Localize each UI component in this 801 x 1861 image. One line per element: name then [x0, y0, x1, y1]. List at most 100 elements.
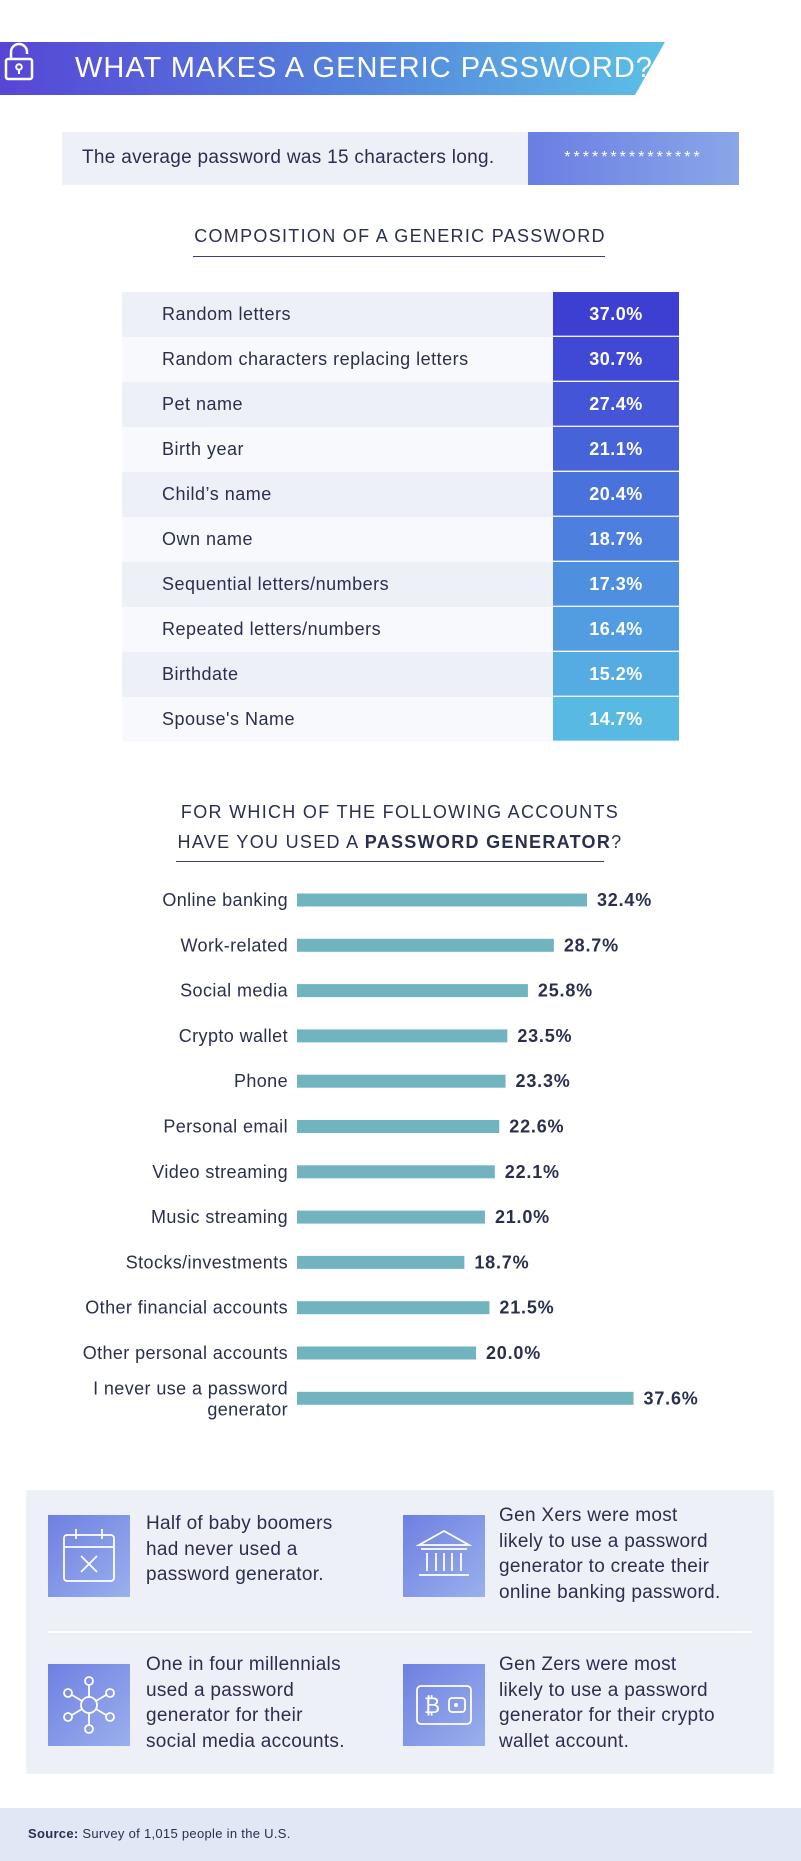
composition-label: Repeated letters/numbers: [162, 619, 382, 639]
composition-value: 16.4%: [553, 607, 679, 651]
source-text: Survey of 1,015 people in the U.S.: [78, 1826, 291, 1841]
composition-value: 20.4%: [553, 472, 679, 516]
page-title: WHAT MAKES A GENERIC PASSWORD?: [75, 52, 653, 84]
composition-label: Spouse's Name: [162, 709, 296, 729]
composition-heading: COMPOSITION OF A GENERIC PASSWORD: [194, 226, 606, 246]
bar: [297, 1255, 465, 1269]
source-note: Source: Survey of 1,015 people in the U.…: [28, 1826, 291, 1841]
bar-value-label: 21.5%: [499, 1298, 554, 1318]
fact-line: generator for their crypto: [499, 1705, 715, 1726]
fact-line: likely to use a password: [499, 1679, 708, 1701]
composition-row: Birth year 21.1%: [122, 427, 679, 472]
fact-line: Half of baby boomers: [146, 1513, 333, 1534]
composition-row: Random characters replacing letters 30.7%: [122, 337, 679, 382]
composition-label: Birthdate: [162, 664, 239, 684]
banner-background: [0, 42, 665, 95]
generator-heading-line2: HAVE YOU USED A PASSWORD GENERATOR?: [130, 832, 670, 853]
composition-value: 30.7%: [553, 337, 679, 381]
composition-row: Birthdate 15.2%: [122, 652, 679, 697]
composition-value: 17.3%: [553, 562, 679, 606]
composition-value: 18.7%: [553, 517, 679, 561]
generator-heading-prefix: HAVE YOU USED A: [177, 832, 365, 852]
category-label: Work-related: [180, 935, 288, 955]
category-label: Phone: [234, 1071, 288, 1091]
composition-row: Repeated letters/numbers 16.4%: [122, 607, 679, 652]
fact-line: generator to create their: [499, 1556, 710, 1577]
fact-text-millennials: One in four millennials used a password ge…: [146, 1652, 345, 1754]
composition-row: Pet name 27.4%: [122, 382, 679, 427]
social-network-icon: [48, 1664, 130, 1746]
generator-heading-suffix: ?: [611, 832, 623, 852]
fact-line: social media accounts.: [146, 1730, 345, 1752]
bar: [297, 1301, 490, 1315]
composition-label: Child’s name: [162, 484, 272, 504]
bar-value-label: 25.8%: [538, 981, 593, 1001]
category-label: Personal email: [163, 1117, 288, 1137]
password-stars: ***************: [564, 149, 703, 166]
category-label: Music streaming: [151, 1207, 288, 1227]
bar: [297, 1165, 495, 1179]
generator-heading-rule: [176, 861, 604, 862]
header-banner: WHAT MAKES A GENERIC PASSWORD?: [0, 42, 665, 95]
bar-value-label: 23.5%: [517, 1026, 572, 1046]
source-label: Source:: [28, 1826, 79, 1841]
bar: [297, 1346, 476, 1360]
category-label: Other financial accounts: [85, 1298, 288, 1318]
average-length-text: The average password was 15 characters l…: [82, 147, 495, 168]
composition-row: Child’s name 20.4%: [122, 472, 679, 517]
composition-value: 21.1%: [553, 427, 679, 471]
category-label: Social media: [180, 981, 288, 1001]
svg-text:₿: ₿: [424, 1694, 440, 1719]
composition-label: Birth year: [162, 439, 245, 459]
category-label: generator: [207, 1399, 288, 1419]
fact-line: likely to use a password: [499, 1530, 708, 1552]
bar-value-label: 22.6%: [509, 1117, 564, 1137]
bar: [297, 938, 554, 952]
bar-value-label: 37.6%: [644, 1388, 699, 1408]
fact-text-genz: Gen Zers were most likely to use a passwo…: [499, 1652, 715, 1754]
footer: Source: Survey of 1,015 people in the U.…: [0, 1808, 801, 1861]
bitcoin-wallet-icon: ₿: [403, 1664, 485, 1746]
fact-line: had never used a: [146, 1538, 298, 1560]
bar-value-label: 22.1%: [505, 1162, 560, 1182]
unlocked-lock-icon: [4, 42, 34, 81]
composition-heading-rule: [193, 256, 605, 257]
bar: [297, 1391, 634, 1405]
fact-line: generator for their: [146, 1705, 303, 1726]
fact-line: online banking password.: [499, 1581, 721, 1603]
bar-value-label: 20.0%: [486, 1343, 541, 1363]
fact-line: Gen Zers were most: [499, 1654, 677, 1675]
fact-line: Gen Xers were most: [499, 1505, 678, 1526]
composition-row: Random letters 37.0%: [122, 292, 679, 337]
bar: [297, 1210, 485, 1224]
password-generator-bar-chart: 32.4% Online banking 28.7% Work-related 25.8…: [83, 890, 699, 1419]
bar-value-label: 28.7%: [564, 935, 619, 955]
bar: [297, 1074, 506, 1088]
composition-table: Random letters 37.0% Random characters rep…: [122, 292, 679, 742]
generator-heading-line1: FOR WHICH OF THE FOLLOWING ACCOUNTS: [180, 802, 620, 822]
composition-value: 37.0%: [553, 292, 679, 336]
composition-row: Spouse's Name 14.7%: [122, 697, 679, 742]
composition-label: Own name: [162, 529, 254, 549]
bar: [297, 893, 587, 907]
category-label: Stocks/investments: [126, 1252, 288, 1272]
composition-label: Sequential letters/numbers: [162, 574, 390, 594]
bar-value-label: 21.0%: [495, 1207, 550, 1227]
composition-label: Random letters: [162, 304, 292, 324]
bank-icon: [403, 1515, 485, 1597]
composition-value: 27.4%: [553, 382, 679, 426]
password-stars-box: ***************: [528, 132, 739, 185]
fact-line: wallet account.: [499, 1730, 630, 1752]
bar-value-label: 23.3%: [516, 1071, 571, 1091]
fact-line: One in four millennials: [146, 1654, 341, 1675]
bar-value-label: 32.4%: [597, 890, 652, 910]
composition-value: 15.2%: [553, 652, 679, 696]
generator-heading-bold: PASSWORD GENERATOR: [364, 832, 612, 852]
facts-divider: [48, 1631, 752, 1633]
fact-line: used a password: [146, 1679, 295, 1701]
composition-label: Random characters replacing letters: [162, 349, 469, 369]
category-label: I never use a password: [93, 1378, 288, 1398]
composition-row: Sequential letters/numbers 17.3%: [122, 562, 679, 607]
fact-line: password generator.: [146, 1564, 324, 1585]
fact-text-boomers: Half of baby boomers had never used a pass…: [146, 1511, 333, 1588]
